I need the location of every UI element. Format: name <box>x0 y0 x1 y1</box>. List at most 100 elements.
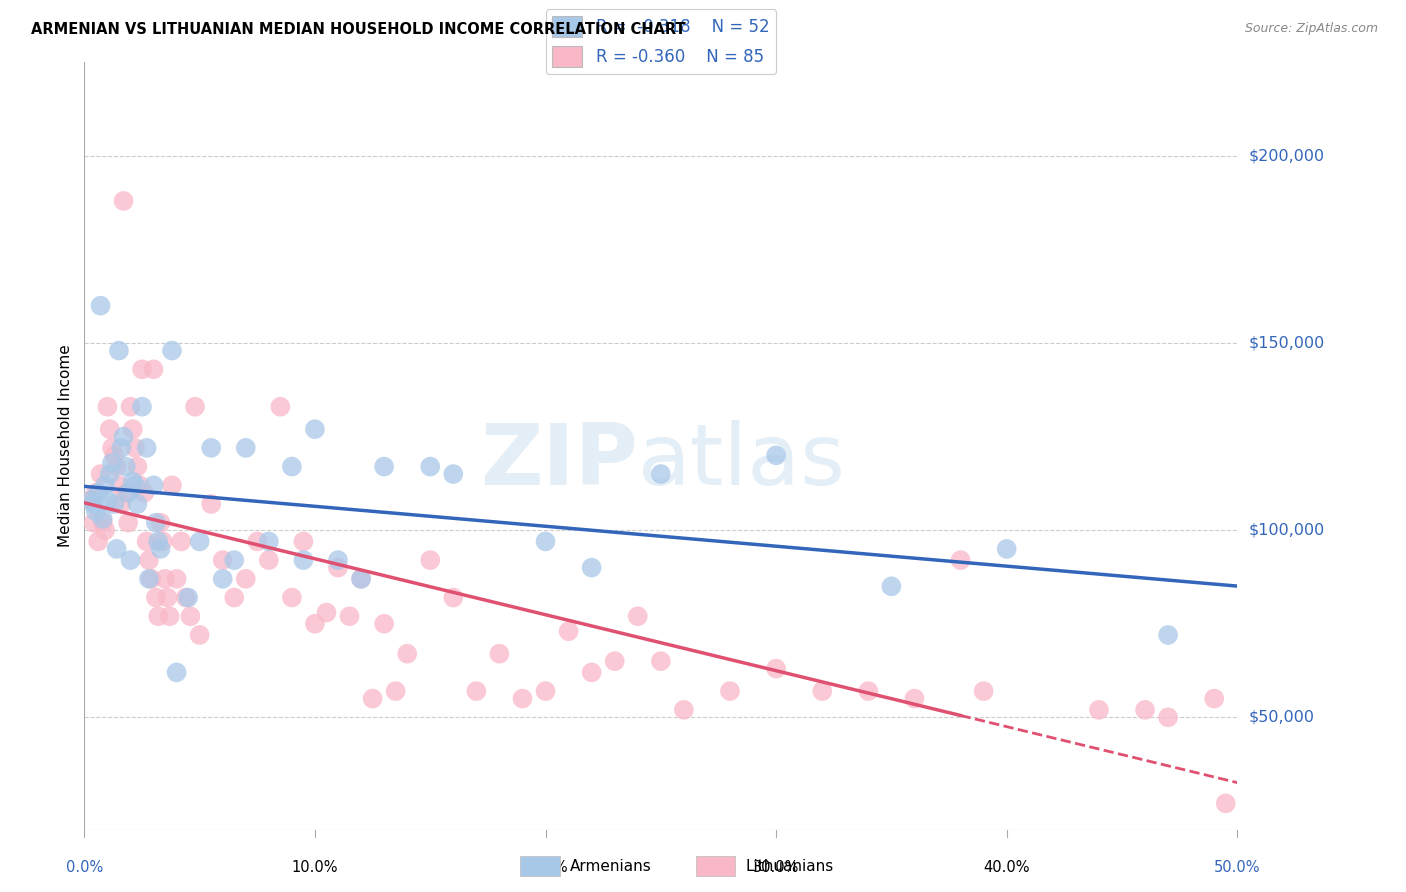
Point <box>103 448 125 462</box>
Point <box>135 534 157 549</box>
Point <box>96 493 118 508</box>
Point <box>91 512 114 526</box>
Point <box>304 422 326 436</box>
Point <box>419 459 441 474</box>
Point <box>200 497 222 511</box>
Point <box>534 684 557 698</box>
Point <box>765 448 787 462</box>
Point <box>141 572 163 586</box>
Point <box>127 459 149 474</box>
Point <box>880 579 903 593</box>
Point <box>903 691 925 706</box>
Point <box>350 572 373 586</box>
Point <box>105 541 128 556</box>
Point <box>512 691 534 706</box>
Text: Lithuanians: Lithuanians <box>745 859 834 873</box>
Point <box>858 684 880 698</box>
Point <box>110 497 132 511</box>
Text: 10.0%: 10.0% <box>291 860 339 875</box>
Point <box>98 467 121 481</box>
Text: atlas: atlas <box>638 420 846 503</box>
Point <box>127 497 149 511</box>
Point <box>235 572 257 586</box>
Point <box>373 616 395 631</box>
Point <box>120 553 142 567</box>
Point <box>326 560 349 574</box>
Point <box>1133 703 1156 717</box>
Point <box>156 591 179 605</box>
Point <box>373 459 395 474</box>
Point <box>124 441 146 455</box>
Point <box>200 441 222 455</box>
Point <box>326 553 349 567</box>
Point <box>672 703 695 717</box>
Point <box>211 572 233 586</box>
Point <box>152 534 174 549</box>
Point <box>603 654 626 668</box>
Point <box>269 400 291 414</box>
Point <box>101 456 124 470</box>
Point <box>91 516 114 530</box>
Point <box>765 662 787 676</box>
Point <box>117 516 139 530</box>
Point <box>146 609 169 624</box>
Text: 40.0%: 40.0% <box>983 860 1031 875</box>
Point <box>949 553 972 567</box>
Point <box>281 591 304 605</box>
Point <box>174 591 197 605</box>
Point <box>160 343 183 358</box>
Point <box>224 553 246 567</box>
Point <box>142 362 165 376</box>
Point <box>117 485 139 500</box>
Point <box>1204 691 1226 706</box>
Point <box>94 523 117 537</box>
Legend: R =  -0.318    N = 52, R = -0.360    N = 85: R = -0.318 N = 52, R = -0.360 N = 85 <box>546 10 776 74</box>
Point <box>89 467 111 481</box>
Point <box>138 572 160 586</box>
Point <box>396 647 419 661</box>
Point <box>84 485 107 500</box>
Text: Source: ZipAtlas.com: Source: ZipAtlas.com <box>1244 22 1378 36</box>
Point <box>94 478 117 492</box>
Point <box>257 534 280 549</box>
Point <box>465 684 488 698</box>
Point <box>142 478 165 492</box>
Text: 20.0%: 20.0% <box>522 860 569 875</box>
Point <box>973 684 995 698</box>
Point <box>146 534 169 549</box>
Point <box>1215 797 1237 811</box>
Point <box>811 684 834 698</box>
Point <box>166 665 188 680</box>
Text: $100,000: $100,000 <box>1249 523 1324 538</box>
Point <box>384 684 406 698</box>
Point <box>149 516 172 530</box>
Point <box>211 553 233 567</box>
Point <box>121 475 143 489</box>
Point <box>105 459 128 474</box>
Point <box>112 430 135 444</box>
Point <box>145 591 167 605</box>
Point <box>115 459 138 474</box>
Point <box>135 441 157 455</box>
Point <box>98 422 121 436</box>
Point <box>166 572 188 586</box>
Point <box>718 684 741 698</box>
Text: 50.0%: 50.0% <box>1213 860 1261 875</box>
Point <box>80 493 103 508</box>
Point <box>89 299 111 313</box>
Point <box>110 441 132 455</box>
Point <box>339 609 361 624</box>
Point <box>96 400 118 414</box>
Text: 0.0%: 0.0% <box>66 860 103 875</box>
Point <box>131 362 153 376</box>
Point <box>160 478 183 492</box>
Text: $200,000: $200,000 <box>1249 148 1324 163</box>
Text: $150,000: $150,000 <box>1249 335 1324 351</box>
Point <box>170 534 193 549</box>
Point <box>103 497 125 511</box>
Point <box>83 497 105 511</box>
Point <box>292 553 315 567</box>
Text: ZIP: ZIP <box>479 420 638 503</box>
Point <box>131 400 153 414</box>
Point <box>84 504 107 518</box>
